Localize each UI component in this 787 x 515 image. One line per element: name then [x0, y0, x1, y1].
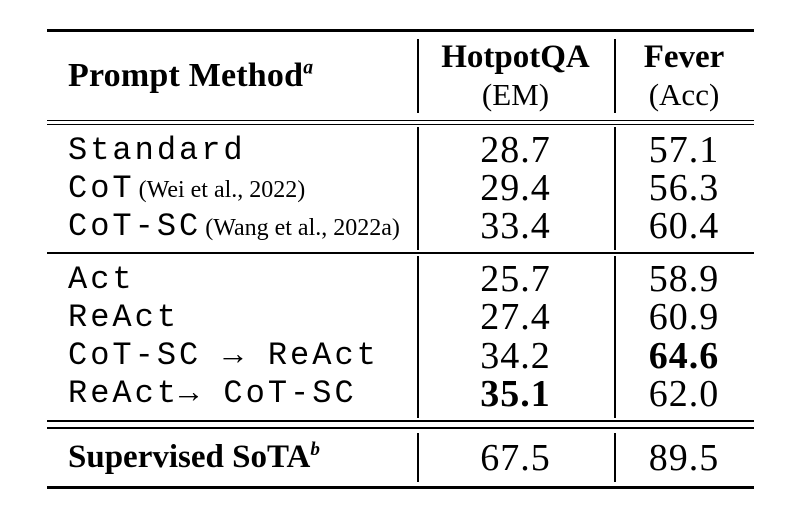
method-name: ReAct→ CoT-SC — [68, 375, 357, 413]
method-name: Act — [68, 260, 135, 298]
method-cell: CoT-SC → ReAct — [47, 337, 417, 374]
method-cell: CoT-SC (Wang et al., 2022a) — [47, 208, 417, 245]
column-divider — [614, 433, 616, 482]
fever-value-cell: 64.6 — [648, 334, 720, 377]
table-row: CoT-SC → ReAct 34.2 64.6 — [47, 337, 754, 375]
double-rule — [47, 420, 754, 429]
column-divider — [417, 256, 419, 418]
column-divider — [614, 256, 616, 418]
group-separator-rule — [47, 252, 754, 254]
supervised-sota-cell: Supervised SoTAb — [47, 439, 417, 476]
fever-value-cell: 60.4 — [648, 205, 720, 247]
header-fever-title: Fever — [643, 39, 725, 75]
hotpotqa-value-cell: 34.2 — [480, 334, 551, 377]
method-name: ReAct — [68, 298, 180, 336]
hotpotqa-value-cell: 29.4 — [480, 167, 551, 209]
hotpotqa-value-cell: 33.4 — [480, 205, 551, 247]
hotpotqa-value-cell: 35.1 — [480, 372, 551, 415]
header-fever-unit: (Acc) — [648, 77, 720, 112]
react-methods-group: Act 25.7 58.9 ReAct 27.4 60.9 CoT-SC → R… — [47, 254, 754, 420]
fever-value-cell: 57.1 — [648, 129, 720, 171]
method-cell: ReAct→ CoT-SC — [47, 375, 417, 412]
table-row: CoT (Wei et al., 2022) 29.4 56.3 — [47, 169, 754, 207]
column-divider — [417, 433, 419, 482]
table-row: ReAct→ CoT-SC 35.1 62.0 — [47, 375, 754, 413]
supervised-sota-label: Supervised SoTA — [68, 439, 311, 475]
method-cell: CoT (Wei et al., 2022) — [47, 170, 417, 207]
results-table: Prompt Methoda HotpotQA (EM) Fever (Acc)… — [47, 29, 754, 489]
supervised-sota-row: Supervised SoTAb 67.5 89.5 — [47, 429, 754, 486]
column-divider — [417, 127, 419, 250]
header-separator-rule — [47, 120, 754, 125]
column-divider — [417, 39, 419, 113]
table-row: ReAct 27.4 60.9 — [47, 298, 754, 336]
method-cell: Standard — [47, 132, 417, 169]
column-divider — [614, 39, 616, 113]
method-name: CoT — [68, 169, 135, 207]
hotpotqa-value-cell: 27.4 — [480, 296, 551, 339]
header-method-cell: Prompt Methoda — [47, 57, 417, 95]
fever-value-cell: 56.3 — [648, 167, 720, 209]
hotpotqa-value-cell: 25.7 — [480, 258, 551, 301]
header-row: Prompt Methoda HotpotQA (EM) Fever (Acc) — [47, 32, 754, 120]
table-row: CoT-SC (Wang et al., 2022a) 33.4 60.4 — [47, 207, 754, 245]
fever-value-cell: 60.9 — [648, 296, 720, 339]
table-row: Act 25.7 58.9 — [47, 260, 754, 298]
fever-value-cell: 58.9 — [648, 258, 720, 301]
header-hotpotqa-unit: (EM) — [481, 77, 550, 112]
fever-value-cell: 62.0 — [648, 372, 720, 415]
method-name: Standard — [68, 131, 246, 169]
citation-label: (Wei et al., 2022) — [138, 176, 306, 203]
hotpotqa-value-cell: 28.7 — [480, 129, 551, 171]
header-hotpotqa-title: HotpotQA — [441, 39, 590, 75]
method-cell: ReAct — [47, 299, 417, 336]
sota-superscript: b — [310, 439, 320, 460]
method-name: CoT-SC — [68, 207, 202, 245]
header-fever-cell: Fever (Acc) — [614, 39, 754, 113]
bottom-rule — [47, 486, 754, 489]
header-hotpotqa-cell: HotpotQA (EM) — [417, 39, 614, 113]
citation-label: (Wang et al., 2022a) — [205, 214, 400, 241]
top-rule — [47, 29, 754, 32]
column-divider — [614, 127, 616, 250]
method-superscript: a — [303, 56, 314, 79]
hotpotqa-value-cell: 67.5 — [480, 436, 551, 479]
table-row: Standard 28.7 57.1 — [47, 131, 754, 169]
method-cell: Act — [47, 261, 417, 298]
header-method-label: Prompt Method — [68, 57, 304, 94]
baseline-methods-group: Standard 28.7 57.1 CoT (Wei et al., 2022… — [47, 125, 754, 252]
method-name: CoT-SC → ReAct — [68, 337, 379, 375]
fever-value-cell: 89.5 — [648, 436, 720, 479]
